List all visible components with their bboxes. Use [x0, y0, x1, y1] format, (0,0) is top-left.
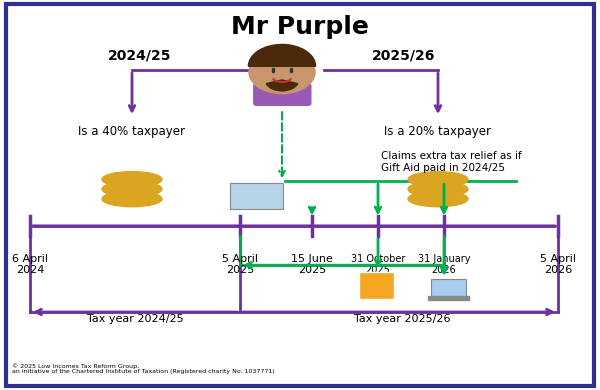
FancyBboxPatch shape [359, 272, 394, 299]
Text: 31 January
2026: 31 January 2026 [418, 254, 470, 275]
Text: Is a 20% taxpayer: Is a 20% taxpayer [385, 125, 491, 138]
FancyBboxPatch shape [254, 84, 311, 105]
FancyBboxPatch shape [428, 296, 469, 300]
Text: 2024/25: 2024/25 [108, 48, 172, 62]
Ellipse shape [102, 172, 162, 187]
Circle shape [249, 51, 315, 94]
Text: Mr Purple: Mr Purple [231, 15, 369, 39]
Text: Is a 40% taxpayer: Is a 40% taxpayer [79, 125, 185, 138]
Text: Tax year 2024/25: Tax year 2024/25 [86, 314, 184, 324]
Wedge shape [266, 80, 298, 91]
Text: 2025/26: 2025/26 [372, 48, 436, 62]
Text: 15 June
2025: 15 June 2025 [291, 254, 333, 275]
Text: © 2025 Low Incomes Tax Reform Group,
an initiative of the Chartered Institute of: © 2025 Low Incomes Tax Reform Group, an … [12, 363, 275, 374]
Wedge shape [248, 44, 316, 66]
Text: Tax year 2025/26: Tax year 2025/26 [354, 314, 450, 324]
Text: 5 April
2026: 5 April 2026 [540, 254, 576, 275]
Text: 31 October
2025: 31 October 2025 [351, 254, 405, 275]
Ellipse shape [102, 191, 162, 207]
Ellipse shape [408, 181, 468, 197]
Text: Claims extra tax relief as if
Gift Aid paid in 2024/25: Claims extra tax relief as if Gift Aid p… [381, 151, 522, 173]
Text: 5 April
2025: 5 April 2025 [222, 254, 258, 275]
FancyBboxPatch shape [431, 279, 466, 298]
Text: 6 April
2024: 6 April 2024 [12, 254, 48, 275]
Ellipse shape [102, 181, 162, 197]
Ellipse shape [408, 191, 468, 207]
Ellipse shape [408, 172, 468, 187]
FancyBboxPatch shape [230, 183, 283, 209]
